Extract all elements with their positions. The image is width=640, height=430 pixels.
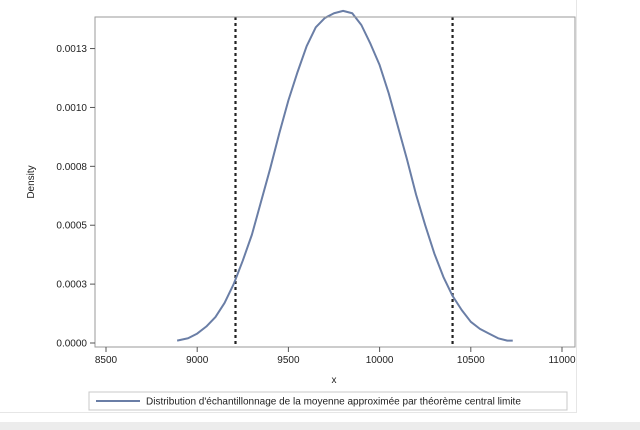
x-tick-label: 8500 <box>95 355 118 366</box>
y-axis-title: Density <box>26 165 37 198</box>
x-tick-label: 10500 <box>457 355 485 366</box>
series-group <box>176 9 513 342</box>
x-tick-label: 9000 <box>186 355 209 366</box>
y-tick-label: 0.0013 <box>56 44 87 55</box>
bottom-strip <box>0 422 640 430</box>
legend: Distribution d'échantillonnage de la moy… <box>88 391 568 411</box>
y-tick-label: 0.0008 <box>56 162 87 173</box>
x-axis: 8500 9000 9500 10000 10500 11000 <box>95 347 576 366</box>
y-axis: 0.0000 0.0003 0.0005 0.0008 0.0010 0.0013 <box>56 44 95 350</box>
y-tick-label: 0.0000 <box>56 339 87 350</box>
x-tick-label: 9500 <box>277 355 300 366</box>
x-axis-title: x <box>332 375 337 386</box>
y-tick-label: 0.0003 <box>56 280 87 291</box>
density-chart: 0.0000 0.0003 0.0005 0.0008 0.0010 0.0013 850… <box>26 9 576 411</box>
x-tick-label: 10000 <box>366 355 394 366</box>
plot-area-border <box>94 16 576 348</box>
legend-label: Distribution d'échantillonnage de la moy… <box>146 397 521 408</box>
legend-box <box>88 391 568 411</box>
x-tick-label: 11000 <box>548 355 576 366</box>
series-line <box>176 9 513 342</box>
reference-lines <box>234 17 454 347</box>
y-tick-label: 0.0010 <box>56 103 87 114</box>
chart-frame: 0.0000 0.0003 0.0005 0.0008 0.0010 0.0013 850… <box>0 0 577 413</box>
y-tick-label: 0.0005 <box>56 221 87 232</box>
